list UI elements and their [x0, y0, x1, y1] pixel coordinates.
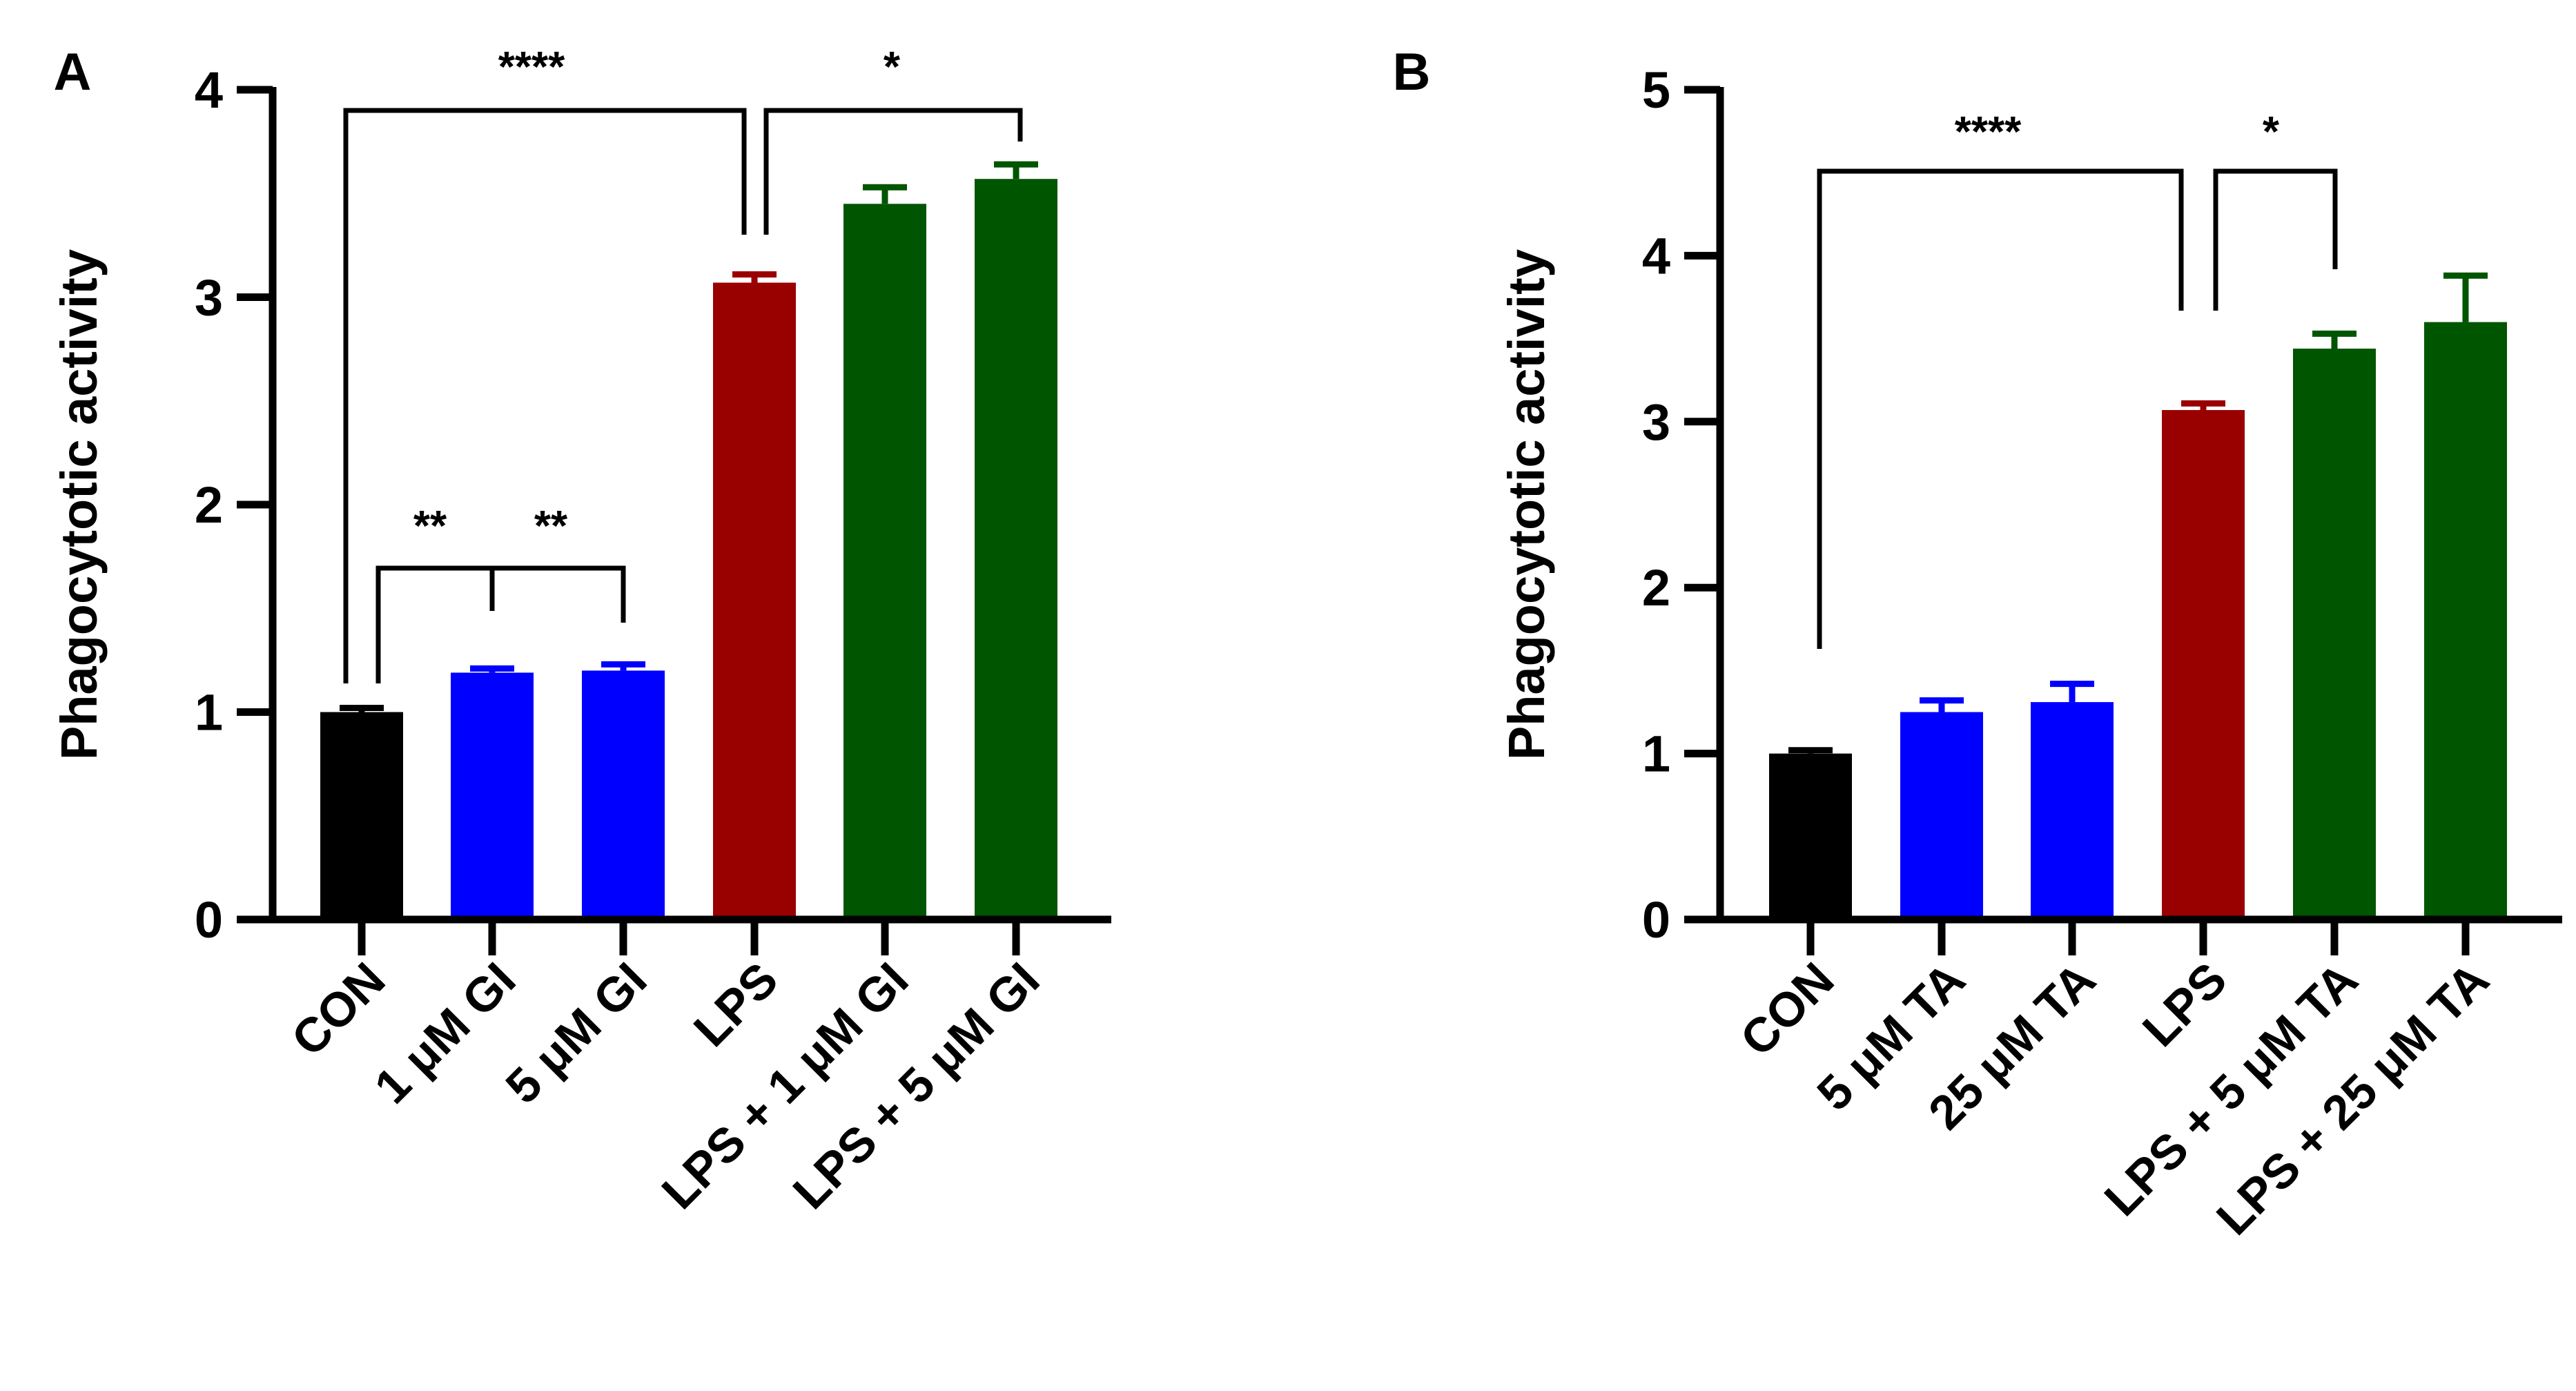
y-axis-label: Phagocytotic activity	[1498, 249, 1555, 760]
y-tick-label: 2	[1642, 559, 1670, 616]
x-tick-label: CON	[281, 952, 395, 1066]
y-tick-label: 3	[1642, 393, 1670, 451]
y-tick-label: 4	[195, 61, 223, 119]
significance-bracket	[343, 108, 747, 683]
x-tick-label: LPS	[683, 952, 788, 1056]
y-tick-label: 4	[1642, 227, 1670, 284]
x-tick-label: 5 μM GI	[496, 952, 657, 1113]
panel-label: A	[54, 43, 92, 101]
bar-B-1	[1900, 712, 1983, 920]
y-tick-label: 5	[1642, 61, 1670, 119]
y-axis-label: Phagocytotic activity	[50, 249, 108, 760]
bar-A-0	[320, 712, 403, 920]
bar-A-2	[582, 670, 665, 920]
panel-label: B	[1393, 43, 1431, 101]
x-tick-label: CON	[1730, 952, 1844, 1066]
significance-label: **	[413, 503, 447, 550]
significance-label: ****	[1955, 108, 2022, 156]
bar-A-4	[843, 204, 926, 920]
bar-A-1	[451, 672, 534, 920]
y-tick-label: 1	[195, 684, 223, 741]
significance-bracket	[2213, 168, 2338, 311]
y-tick-label: 2	[195, 476, 223, 534]
significance-bracket	[1817, 168, 2184, 649]
significance-bracket	[763, 108, 1023, 235]
bar-A-3	[713, 282, 796, 920]
significance-label: *	[2263, 108, 2280, 156]
significance-label: ****	[498, 43, 565, 91]
significance-label: **	[534, 503, 568, 550]
bar-B-3	[2162, 409, 2245, 920]
significance-label: *	[884, 43, 901, 91]
x-tick-label: LPS	[2132, 952, 2236, 1056]
y-tick-label: 1	[1642, 726, 1670, 783]
bar-B-4	[2293, 349, 2376, 920]
x-tick-label: 1 μM GI	[364, 952, 526, 1113]
significance-bracket	[489, 565, 626, 623]
bar-B-5	[2424, 322, 2507, 920]
y-tick-label: 0	[1642, 891, 1670, 949]
bar-B-2	[2031, 702, 2114, 920]
bar-A-5	[975, 179, 1057, 920]
y-tick-label: 0	[195, 891, 223, 949]
y-tick-label: 3	[195, 269, 223, 327]
bar-B-0	[1769, 753, 1852, 920]
